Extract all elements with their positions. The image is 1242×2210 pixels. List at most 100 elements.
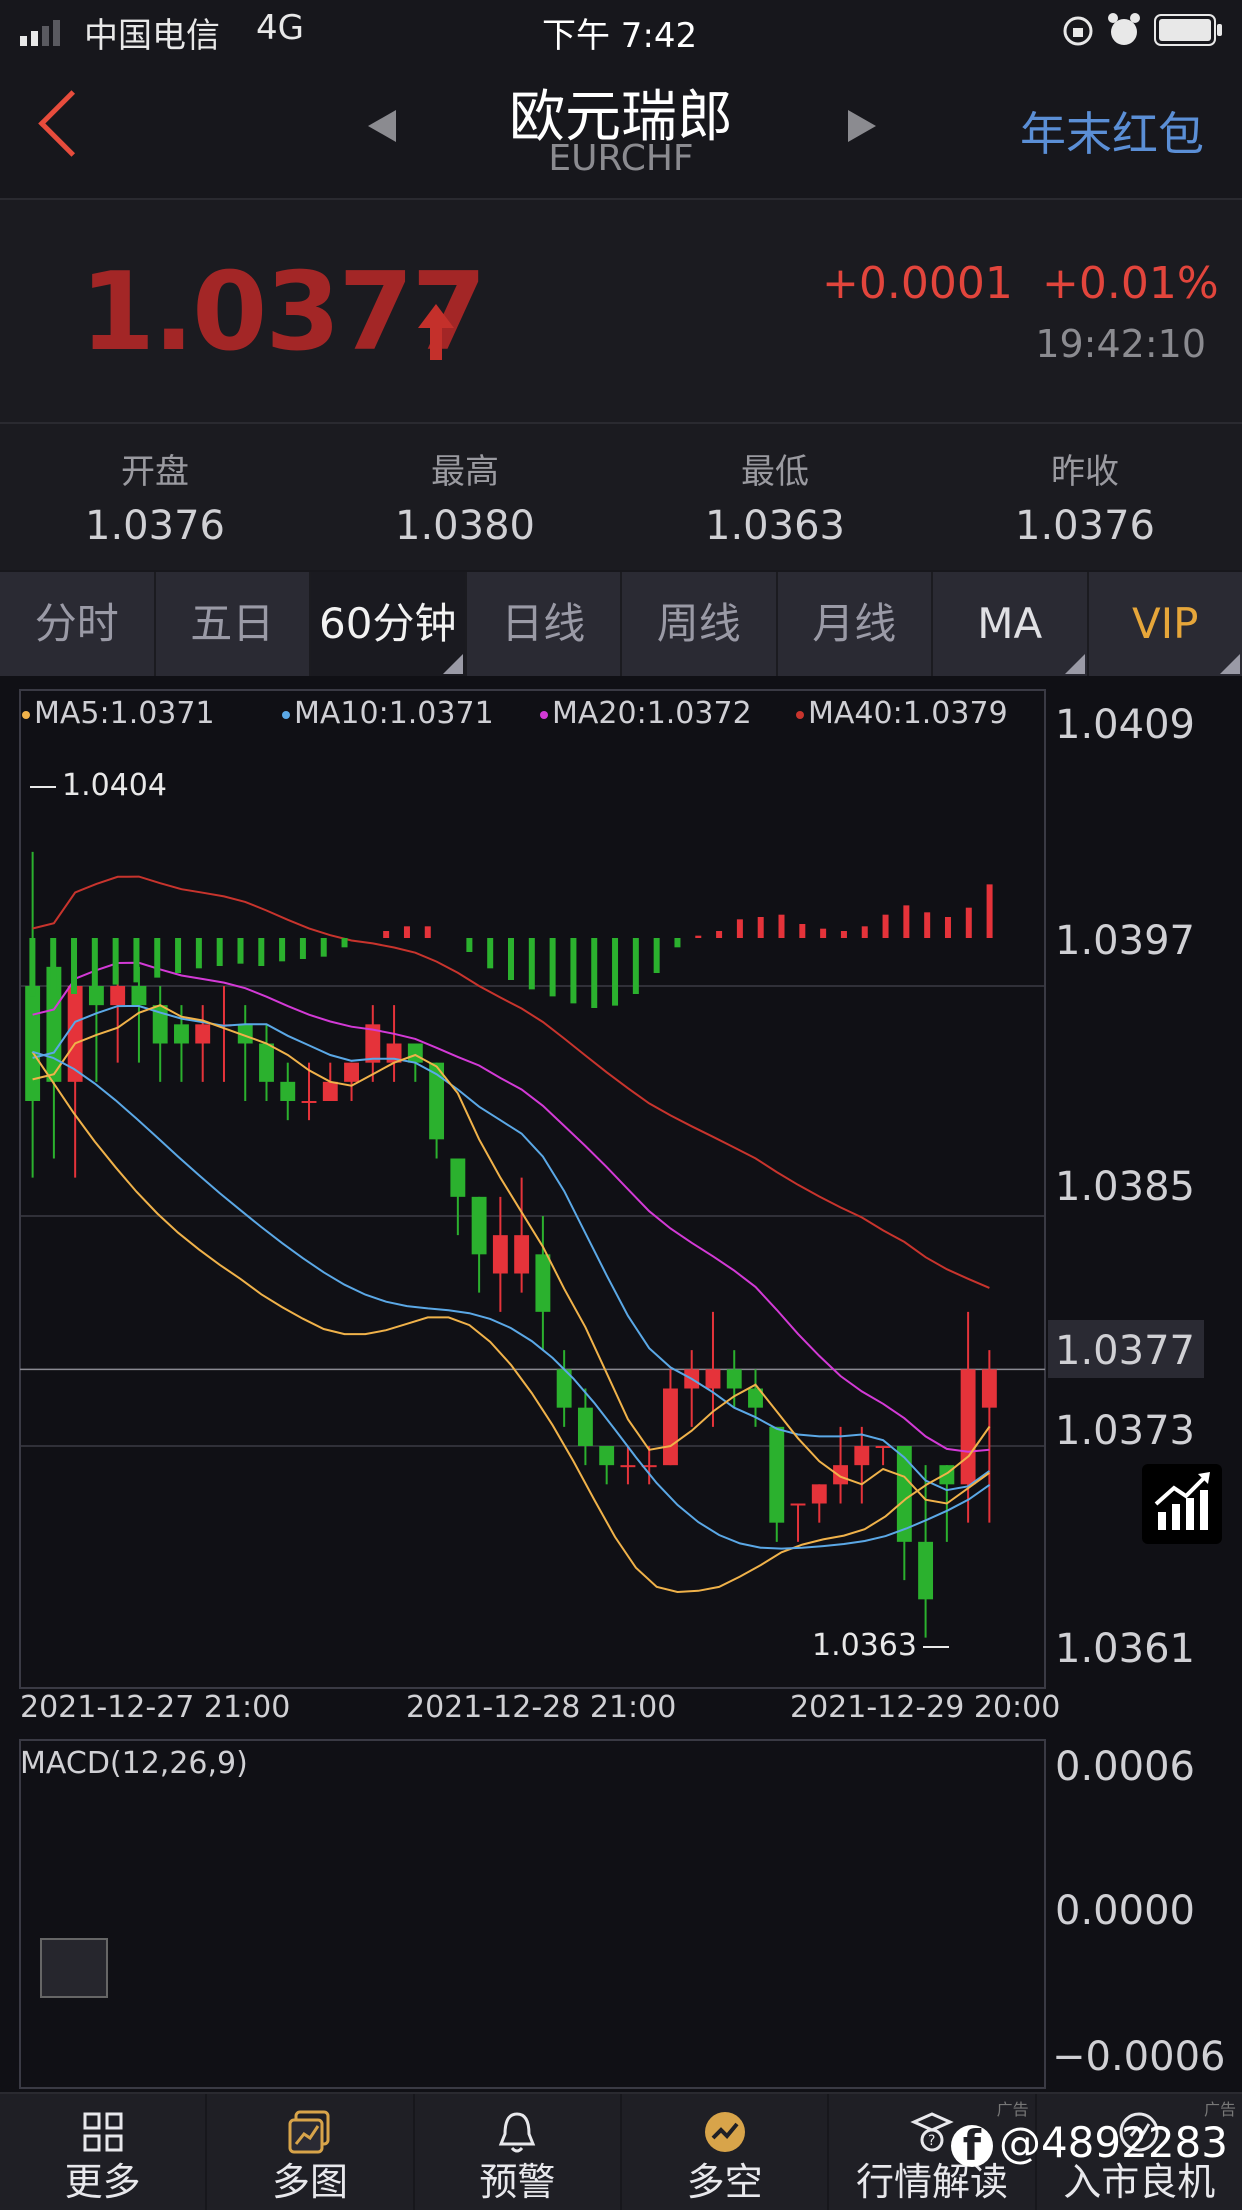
grid-icon xyxy=(79,2108,127,2156)
analysis-icon: ? xyxy=(908,2108,956,2156)
y-tick-label: 1.0361 xyxy=(1055,1626,1195,1672)
candle-body xyxy=(344,1063,359,1082)
nav-label: 预警 xyxy=(415,2151,620,2206)
y-tick-label: 1.0397 xyxy=(1055,918,1195,964)
tab-label: MA xyxy=(977,599,1042,648)
x-tick-label: 2021-12-29 20:00 xyxy=(790,1690,1060,1725)
orientation-lock-icon xyxy=(1060,14,1096,48)
tab-60min[interactable]: 60分钟 xyxy=(311,572,467,676)
tab-vip[interactable]: VIP xyxy=(1089,572,1242,676)
candle-body xyxy=(302,1101,317,1103)
tab-label: VIP xyxy=(1132,599,1198,648)
network-label: 4G xyxy=(256,8,304,48)
candle-body xyxy=(472,1197,487,1255)
tab-five-day[interactable]: 五日 xyxy=(156,572,312,676)
chart-analysis-button[interactable] xyxy=(1142,1464,1222,1544)
candle-body xyxy=(727,1369,742,1388)
clock-label: 下午 7:42 xyxy=(542,8,697,57)
nav-label: 多图 xyxy=(207,2151,412,2206)
promo-link[interactable]: 年末红包 xyxy=(1020,98,1204,164)
tab-weekly[interactable]: 周线 xyxy=(622,572,778,676)
candle-body xyxy=(110,986,125,1005)
candle-body xyxy=(961,1369,976,1484)
annotation-text: 1.0404 xyxy=(62,768,167,803)
next-symbol-button[interactable] xyxy=(848,110,876,142)
candle-body xyxy=(791,1504,806,1506)
candle-body xyxy=(578,1408,593,1446)
stat-value: 1.0363 xyxy=(620,503,930,549)
stat-value: 1.0376 xyxy=(0,503,310,549)
candlestick-chart xyxy=(0,676,1242,2092)
candle-body xyxy=(939,1465,954,1484)
price-plot-frame xyxy=(20,690,1045,1688)
fullscreen-icon[interactable] xyxy=(40,1938,108,1998)
macd-dif-line xyxy=(32,1052,989,1592)
battery-icon xyxy=(1154,14,1224,46)
ma5-line xyxy=(33,1005,990,1503)
nav-long-short[interactable]: 多空 xyxy=(622,2094,829,2210)
candle-body xyxy=(408,1044,423,1063)
y-tick-label: 1.0373 xyxy=(1055,1408,1195,1454)
candle-body xyxy=(535,1254,550,1312)
x-tick-label: 2021-12-28 21:00 xyxy=(406,1690,676,1725)
tab-monthly[interactable]: 月线 xyxy=(778,572,934,676)
candle-body xyxy=(131,986,146,1005)
stat-open: 开盘 1.0376 xyxy=(0,444,310,549)
candle-body xyxy=(450,1159,465,1197)
macd-tick-label: −0.0006 xyxy=(1052,2034,1225,2080)
dropdown-corner-icon xyxy=(1220,654,1240,674)
carrier-label: 中国电信 xyxy=(84,8,220,57)
price-up-arrow-icon xyxy=(418,304,454,360)
dropdown-corner-icon xyxy=(1065,654,1085,674)
tab-daily[interactable]: 日线 xyxy=(467,572,623,676)
stat-high: 最高 1.0380 xyxy=(310,444,620,549)
alarm-icon xyxy=(1106,12,1142,48)
stat-label: 昨收 xyxy=(930,444,1240,493)
candle-body xyxy=(982,1369,997,1407)
tab-label: 60分钟 xyxy=(319,599,456,648)
candle-body xyxy=(833,1465,848,1484)
candle-body xyxy=(918,1542,933,1600)
macd-tick-label: 0.0006 xyxy=(1055,1744,1195,1790)
nav-more[interactable]: 更多 xyxy=(0,2094,207,2210)
candle-body xyxy=(514,1235,529,1273)
stat-value: 1.0376 xyxy=(930,503,1240,549)
ad-badge: 广告 xyxy=(997,2096,1029,2120)
dropdown-corner-icon xyxy=(443,654,463,674)
stats-row: 开盘 1.0376 最高 1.0380 最低 1.0363 昨收 1.0376 xyxy=(0,424,1242,570)
annotation-text: 1.0363 xyxy=(812,1628,917,1663)
candle-body xyxy=(323,1082,338,1101)
signal-icon xyxy=(20,20,64,46)
candle-body xyxy=(876,1446,891,1448)
status-bar: 中国电信 4G 下午 7:42 xyxy=(0,0,1242,60)
chart-area[interactable]: MA5:1.0371 MA10:1.0371 MA20:1.0372 MA40:… xyxy=(0,676,1242,2092)
candle-body xyxy=(854,1446,869,1465)
candle-body xyxy=(599,1446,614,1465)
nav-label: 多空 xyxy=(622,2151,827,2206)
annotation-tick xyxy=(30,786,56,788)
svg-text:?: ? xyxy=(928,2133,935,2149)
stat-low: 最低 1.0363 xyxy=(620,444,930,549)
low-annotation: 1.0363 xyxy=(812,1628,949,1663)
price-change: +0.0001 xyxy=(822,258,1013,309)
macd-tick-label: 0.0000 xyxy=(1055,1888,1195,1934)
watermark-text: @4892283 xyxy=(999,2118,1228,2167)
stat-value: 1.0380 xyxy=(310,503,620,549)
candle-body xyxy=(280,1082,295,1101)
candle-body xyxy=(493,1235,508,1273)
long-short-icon xyxy=(701,2108,749,2156)
x-tick-label: 2021-12-27 21:00 xyxy=(20,1690,290,1725)
watermark: f@4892283 xyxy=(951,2118,1228,2167)
candle-body xyxy=(812,1484,827,1503)
tab-indicator[interactable]: MA xyxy=(933,572,1089,676)
candle-body xyxy=(620,1465,635,1467)
stat-label: 最高 xyxy=(310,444,620,493)
author-logo-icon: f xyxy=(951,2125,993,2167)
nav-alert[interactable]: 预警 xyxy=(415,2094,622,2210)
tab-intraday[interactable]: 分时 xyxy=(0,572,156,676)
high-annotation: 1.0404 xyxy=(30,768,167,803)
annotation-tick xyxy=(923,1646,949,1648)
nav-multi-chart[interactable]: 多图 xyxy=(207,2094,414,2210)
ma10-line xyxy=(33,1006,990,1490)
macd-label: MACD(12,26,9) xyxy=(20,1746,248,1781)
